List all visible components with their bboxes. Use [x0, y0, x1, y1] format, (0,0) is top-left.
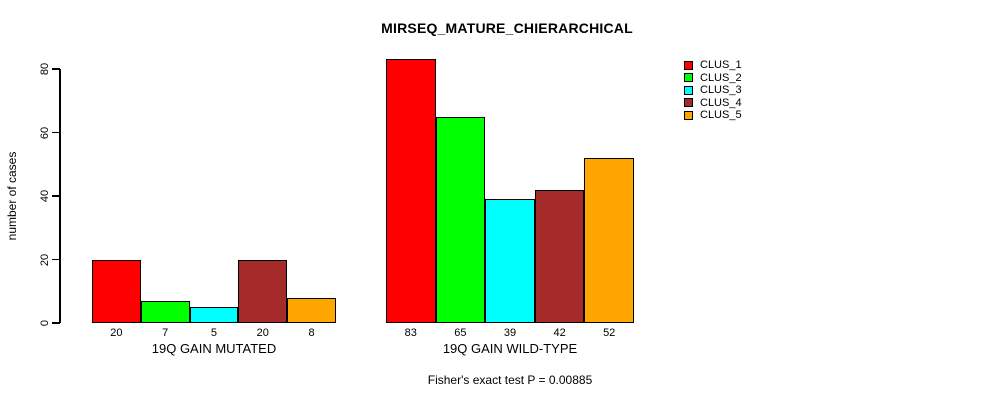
- y-tick-label: 20: [39, 253, 51, 266]
- legend-swatch-icon: [684, 73, 693, 83]
- y-tick-label: 0: [39, 319, 51, 327]
- y-tick-mark: [52, 195, 60, 197]
- bar-clus_5-group1: [287, 297, 336, 323]
- bar-clus_4-group2: [534, 189, 585, 323]
- legend-row: CLUS_4: [684, 97, 742, 110]
- bar-clus_3-group1: [189, 307, 239, 323]
- group-label: 19Q GAIN MUTATED: [151, 341, 277, 356]
- bar-value-label: 7: [162, 327, 169, 339]
- bar-value-label: 52: [603, 327, 616, 339]
- annotation-text: Fisher's exact test P = 0.00885: [427, 373, 593, 387]
- legend-label: CLUS_1: [700, 59, 742, 72]
- legend-label: CLUS_5: [700, 109, 742, 122]
- legend-swatch-icon: [684, 85, 693, 95]
- bar-value-label: 5: [210, 327, 218, 339]
- bar-clus_2-group1: [140, 300, 190, 323]
- legend-swatch-icon: [684, 110, 693, 120]
- legend-label: CLUS_2: [700, 71, 742, 84]
- bar-clus_2-group2: [435, 116, 486, 323]
- bar-value-label: 20: [110, 327, 123, 339]
- y-tick-mark: [52, 322, 60, 324]
- legend-row: CLUS_1: [684, 59, 742, 72]
- bar-value-label: 8: [308, 327, 315, 339]
- y-tick-label: 80: [39, 62, 51, 76]
- legend: CLUS_1 CLUS_2 CLUS_3 CLUS_4 CLUS_5: [684, 59, 742, 122]
- y-tick-label: 60: [39, 126, 51, 139]
- y-tick-mark: [52, 68, 60, 70]
- chart-title: MIRSEQ_MATURE_CHIERARCHICAL: [381, 20, 633, 36]
- bar-clus_3-group2: [485, 199, 535, 323]
- legend-row: CLUS_3: [684, 84, 742, 97]
- bar-value-label: 39: [503, 327, 517, 339]
- legend-row: CLUS_2: [684, 72, 742, 85]
- bar-clus_1-group2: [386, 59, 436, 323]
- bar-value-label: 42: [553, 327, 566, 339]
- bar-value-label: 65: [454, 327, 467, 339]
- legend-label: CLUS_3: [700, 84, 742, 97]
- bar-clus_4-group1: [238, 259, 288, 323]
- legend-swatch-icon: [684, 98, 693, 108]
- legend-label: CLUS_4: [700, 96, 742, 109]
- bar-value-label: 83: [404, 327, 417, 339]
- legend-swatch-icon: [684, 60, 693, 70]
- bar-clus_1-group1: [92, 259, 141, 323]
- y-axis-label: number of cases: [5, 151, 19, 241]
- bar-value-label: 20: [256, 327, 269, 339]
- y-tick-mark: [52, 131, 60, 134]
- group-label: 19Q GAIN WILD-TYPE: [442, 341, 578, 356]
- y-tick-label: 40: [39, 189, 51, 203]
- legend-row: CLUS_5: [684, 109, 742, 122]
- y-tick-mark: [52, 258, 60, 261]
- bar-clus_5-group2: [584, 157, 634, 323]
